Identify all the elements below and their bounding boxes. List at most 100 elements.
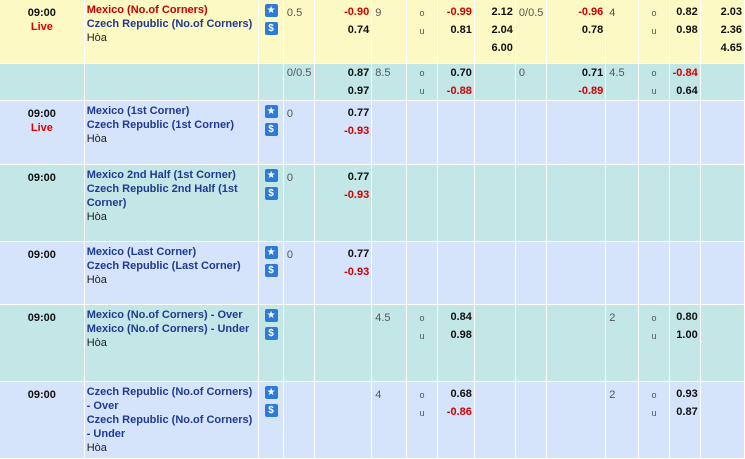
star-icon[interactable]: ★ [264,168,278,182]
match-time: 09:00 Live [0,0,85,64]
draw-label: Hòa [86,441,107,454]
over-odds[interactable]: -0.99 [446,6,472,18]
away-team[interactable]: Czech Republic (Last Corner) [86,259,241,272]
handicap-line: 0 [283,164,315,242]
away-team[interactable]: Czech Republic 2nd Half (1st Corner) [86,182,238,209]
live-badge: Live [30,21,53,33]
ou-labels: o u [406,304,438,382]
dollar-icon[interactable]: $ [264,326,278,340]
dollar-icon[interactable]: $ [264,403,278,417]
handicap-odds: 0.87 0.97 [314,63,373,101]
draw-label: Hòa [86,32,107,44]
half-under-odds[interactable]: 0.98 [676,24,698,36]
home-odds[interactable]: 0.77 [347,106,370,119]
half-ou-labels: o u [638,381,670,459]
away-odds[interactable]: 0.97 [347,84,370,97]
dollar-icon[interactable]: $ [264,122,278,136]
away-team[interactable]: Czech Republic (No.of Corners) - Under [86,413,253,440]
over-odds[interactable]: 0.84 [450,310,472,323]
home-team[interactable]: Czech Republic (No.of Corners) - Over [86,385,253,412]
star-icon[interactable]: ★ [264,308,278,322]
handicap-odds: 0.77 -0.93 [314,164,373,242]
home-team[interactable]: Mexico (1st Corner) [86,104,190,117]
half-away-odds[interactable]: 0.78 [581,24,604,36]
handicap-odds: 0.77 -0.93 [314,100,373,165]
half-under-odds[interactable]: 1.00 [676,328,698,341]
half-over-odds[interactable]: 0.82 [676,6,698,18]
away-team[interactable]: Mexico (No.of Corners) - Under [86,322,250,335]
teams-cell: Mexico 2nd Half (1st Corner) Czech Repub… [84,164,260,242]
half-over-odds[interactable]: 0.80 [676,310,698,323]
home-team[interactable]: Mexico (No.of Corners) - Over [86,308,243,321]
away-odds[interactable]: -0.93 [344,188,370,201]
half-ou-labels: o u [638,0,670,64]
away-team[interactable]: Czech Republic (No.of Corners) [86,18,253,30]
half-home-odds[interactable]: -0.96 [578,6,604,18]
half-over-odds[interactable]: 0.93 [676,387,698,400]
star-icon[interactable]: ★ [264,4,278,17]
away-odds[interactable]: -0.93 [344,265,370,278]
under-odds[interactable]: 0.98 [450,328,472,341]
draw-odds[interactable]: 6.00 [491,42,513,54]
extra-lines-row: 0/0.5 0.87 0.97 8.5 o u 0.70 -0.88 0 0.7… [0,63,745,101]
over-odds[interactable]: 0.68 [450,387,472,400]
half-over-odds[interactable]: -0.84 [672,66,698,79]
half-home-odds[interactable]: 0.71 [581,66,604,79]
teams-cell: Mexico (1st Corner) Czech Republic (1st … [84,100,260,165]
over-odds[interactable]: 0.70 [450,66,472,79]
home-team[interactable]: Mexico (Last Corner) [86,245,197,258]
dollar-icon[interactable]: $ [264,186,278,200]
draw-label: Hòa [86,132,107,145]
half-away-win-odds[interactable]: 2.36 [720,24,742,36]
half-handicap-line: 0 [515,63,547,101]
half-ou-line: 2 [605,304,640,382]
home-odds[interactable]: 0.77 [347,170,370,183]
handicap-odds: -0.90 0.74 [314,0,373,64]
ou-labels: o u [406,63,438,101]
home-odds[interactable]: -0.90 [344,6,370,18]
handicap-line: 0.5 [283,0,315,64]
home-team[interactable]: Mexico 2nd Half (1st Corner) [86,168,236,181]
half-under-odds[interactable]: 0.87 [676,405,698,418]
under-odds[interactable]: -0.86 [446,405,472,418]
draw-label: Hòa [86,336,107,349]
half-ou-line: 4.5 [605,63,640,101]
ou-line: 4 [371,381,408,459]
away-win-odds[interactable]: 2.04 [491,24,513,36]
draw-label: Hòa [86,273,107,286]
away-odds[interactable]: -0.93 [344,124,370,137]
ou-labels: o u [406,0,438,64]
half-away-odds[interactable]: -0.89 [578,84,604,97]
half-draw-odds[interactable]: 4.65 [720,42,742,54]
home-odds[interactable]: 0.77 [347,247,370,260]
half-home-win-odds[interactable]: 2.03 [720,6,742,18]
dollar-icon[interactable]: $ [264,263,278,277]
dollar-icon[interactable]: $ [264,22,278,35]
half-ou-line: 4 [605,0,640,64]
half-under-odds[interactable]: 0.64 [676,84,698,97]
teams-cell: Czech Republic (No.of Corners) - Over Cz… [84,381,260,459]
half-handicap-odds: -0.96 0.78 [546,0,607,64]
star-icon[interactable]: ★ [264,245,278,259]
teams-cell: Mexico (Last Corner) Czech Republic (Las… [84,241,260,305]
under-odds[interactable]: -0.88 [446,84,472,97]
teams-cell: Mexico (No.of Corners) - Over Mexico (No… [84,304,260,382]
half-handicap-line: 0/0.5 [515,0,547,64]
ou-odds: 0.68 -0.86 [437,381,475,459]
star-icon[interactable]: ★ [264,104,278,118]
half-ou-odds: 0.82 0.98 [669,0,701,64]
row-icons: ★ $ [258,304,284,382]
match-time: 09:00 [0,381,85,459]
half-ou-labels: o u [638,304,670,382]
match-row: 09:00 Live Mexico (1st Corner) Czech Rep… [0,100,745,165]
handicap-odds: 0.77 -0.93 [314,241,373,305]
half-ou-odds: 0.93 0.87 [669,381,701,459]
ou-odds: 0.70 -0.88 [437,63,475,101]
star-icon[interactable]: ★ [264,385,278,399]
away-team[interactable]: Czech Republic (1st Corner) [86,118,235,131]
home-team[interactable]: Mexico (No.of Corners) [86,4,208,16]
away-odds[interactable]: 0.74 [347,24,370,36]
home-win-odds[interactable]: 2.12 [491,6,513,18]
home-odds[interactable]: 0.87 [347,66,370,79]
under-odds[interactable]: 0.81 [450,24,472,36]
